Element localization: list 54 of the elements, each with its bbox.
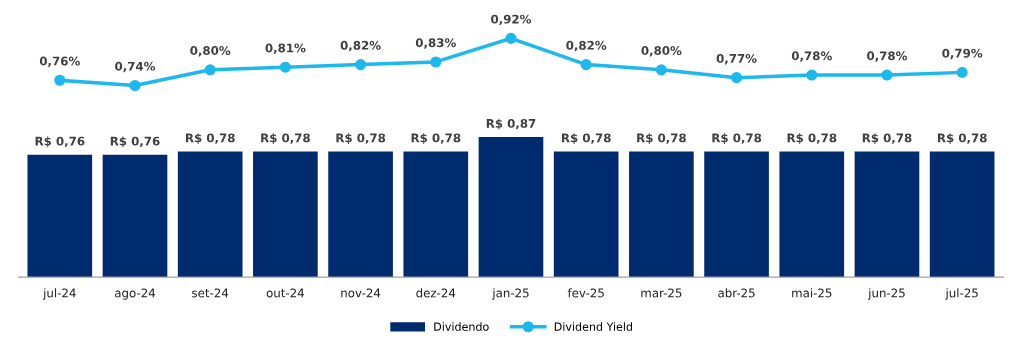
- data-label: R$ 0,78: [411, 133, 461, 144]
- data-label: 0,77%: [716, 53, 757, 65]
- x-tick-label: jul-24: [42, 288, 76, 300]
- data-label: 0,74%: [115, 61, 156, 73]
- data-label: 0,82%: [566, 40, 607, 52]
- point: [279, 61, 291, 73]
- point: [881, 69, 893, 81]
- data-label: 0,82%: [340, 40, 381, 52]
- data-label: R$ 0,78: [637, 133, 686, 144]
- x-tick-label: set-24: [192, 288, 229, 298]
- legend-label: Dividendo: [434, 322, 489, 331]
- x-tick-label: jan-25: [492, 288, 529, 300]
- data-label: 0,81%: [265, 43, 306, 54]
- data-label: 0,92%: [491, 14, 532, 26]
- point: [956, 66, 968, 78]
- x-tick-label: mar-25: [641, 288, 682, 298]
- data-label: 0,83%: [415, 38, 456, 49]
- point: [129, 79, 141, 92]
- data-label: R$ 0,78: [937, 133, 987, 144]
- data-label: 0,79%: [942, 48, 983, 60]
- x-tick-label: jul-25: [945, 288, 978, 300]
- x-tick-label: mai-25: [792, 288, 832, 298]
- data-label: R$ 0,78: [787, 133, 837, 144]
- point: [655, 64, 667, 76]
- data-label: 0,80%: [641, 46, 682, 57]
- point: [54, 74, 66, 86]
- data-label: 0,80%: [190, 46, 231, 57]
- point: [430, 56, 442, 68]
- point: [204, 64, 216, 76]
- point: [580, 59, 592, 71]
- data-label: R$ 0,76: [110, 136, 160, 148]
- data-label: 0,78%: [791, 51, 832, 62]
- legend-label: Dividend Yield: [554, 322, 632, 331]
- data-label: R$ 0,78: [862, 133, 912, 144]
- data-label: 0,78%: [867, 51, 908, 62]
- data-label: R$ 0,78: [186, 133, 235, 144]
- x-tick-label: out-24: [266, 288, 305, 298]
- point: [505, 32, 517, 44]
- x-tick-label: fev-25: [567, 288, 604, 298]
- data-label: R$ 0,78: [336, 133, 386, 144]
- x-tick-label: nov-24: [341, 288, 381, 298]
- x-tick-label: dez-24: [416, 288, 456, 298]
- x-tick-label: ago-24: [114, 288, 156, 300]
- data-label: R$ 0,87: [486, 118, 536, 130]
- data-label: R$ 0,76: [35, 136, 85, 148]
- x-tick-label: abr-25: [718, 288, 755, 298]
- data-label: 0,76%: [39, 56, 80, 68]
- point: [806, 69, 818, 81]
- data-label: R$ 0,78: [712, 133, 762, 144]
- x-tick-label: jun-25: [867, 288, 905, 300]
- point: [355, 59, 367, 71]
- point: [731, 72, 743, 84]
- data-label: R$ 0,78: [261, 133, 310, 144]
- data-label: R$ 0,78: [561, 133, 611, 144]
